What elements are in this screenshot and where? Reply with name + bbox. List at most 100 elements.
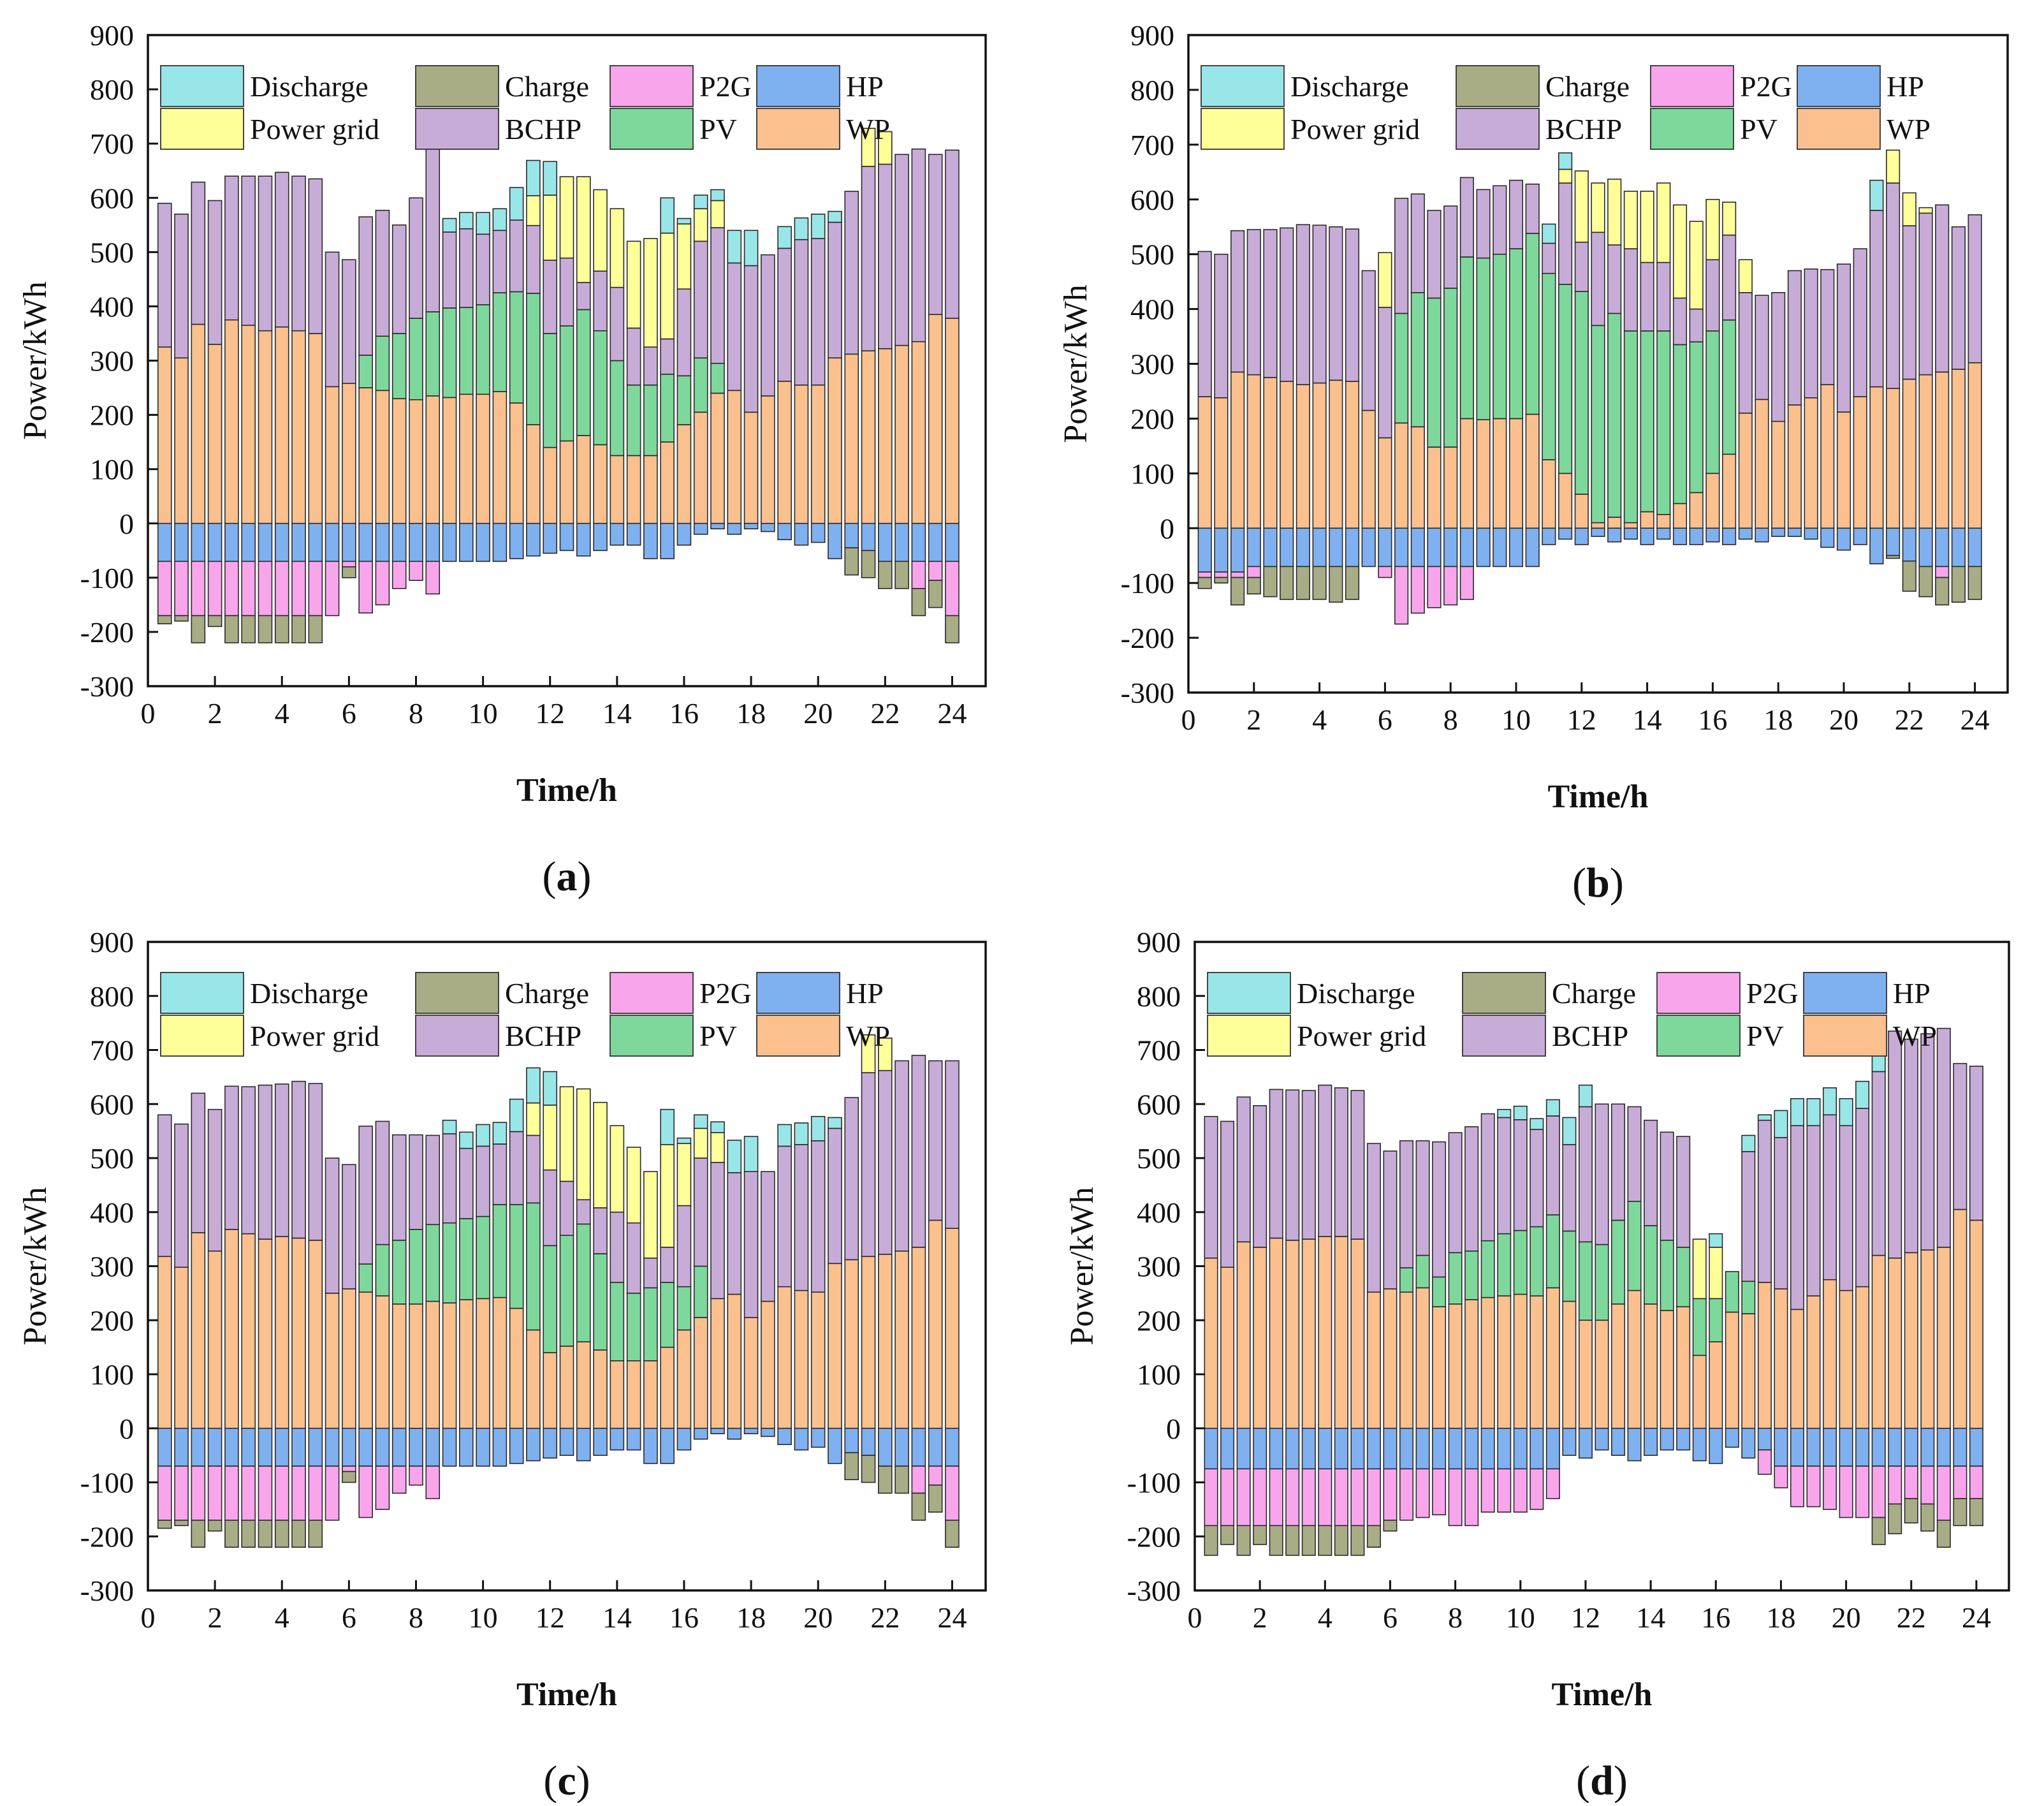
panel-label: (b): [1572, 860, 1624, 906]
bar-p2g-t11: [1545, 1468, 1560, 1499]
bar-wp-t20: [1836, 411, 1851, 529]
y-tick-label: 600: [1130, 184, 1174, 216]
bar-bchp-t11: [509, 1131, 524, 1205]
bar-p2g-t18.5: [1790, 1465, 1804, 1508]
bar-bchp-t10: [476, 233, 490, 305]
bar-bchp-t3.5: [1296, 224, 1310, 385]
legend-label-pv: PV: [699, 113, 737, 145]
bar-bchp-t11.5: [526, 1134, 541, 1204]
bar-wp-t14: [1640, 511, 1654, 529]
bar-bchp-t4: [274, 172, 289, 328]
bar-wp-t2.5: [224, 319, 239, 524]
bar-discharge-t19: [777, 1124, 792, 1147]
bar-p2g-t4.5: [291, 1465, 306, 1521]
bar-charge-t4.5: [291, 615, 306, 643]
legend: Discharge Charge P2G HP Power grid BCHP PV WP: [160, 65, 890, 150]
bar-wp-t2.5: [224, 1229, 239, 1429]
bar-wp-t21.5: [861, 1256, 876, 1429]
bar-bchp-t3: [1285, 1089, 1300, 1241]
bar-bchp-t2: [1246, 229, 1261, 376]
bar-wp-t8.5: [425, 1300, 441, 1429]
bar-hp-t7: [375, 522, 390, 562]
bar-bchp-t13: [576, 282, 591, 311]
bar-discharge-t21: [1871, 1055, 1886, 1073]
bar-hp-t20.5: [828, 522, 842, 559]
legend-label-pv: PV: [1740, 113, 1778, 145]
y-tick-label: 500: [1130, 239, 1174, 271]
bar-charge-t4: [1318, 1525, 1332, 1556]
legend-swatch-hp: [1797, 65, 1881, 107]
bar-wp-t10: [1513, 1293, 1528, 1429]
bar-hp-t9: [442, 1427, 457, 1467]
bar-hp-t9.5: [459, 522, 474, 562]
bar-hp-t20: [810, 522, 826, 543]
bar-wp-t10: [476, 393, 490, 524]
bar-bchp-t5: [1350, 1090, 1365, 1240]
bar-wp-t16.5: [1725, 1311, 1739, 1429]
bar-pv-t9.5: [459, 1218, 474, 1300]
bar-bchp-t12.5: [559, 1180, 574, 1236]
bar-wp-t9: [1480, 1296, 1495, 1429]
bar-power-grid-t15: [1672, 204, 1688, 299]
bar-hp-t15: [643, 1427, 658, 1464]
bar-hp-t15.5: [660, 1427, 675, 1464]
bar-bchp-t11.5: [1562, 1144, 1577, 1232]
bar-power-grid-t12: [1574, 170, 1589, 243]
panel-label-close: ): [578, 853, 592, 900]
x-axis-title: Time/h: [516, 1677, 617, 1713]
bar-bchp-t6.5: [358, 1126, 373, 1265]
legend-label-hp: HP: [846, 977, 884, 1009]
bar-bchp-t20.5: [828, 221, 842, 359]
bar-hp-t16: [1705, 527, 1720, 543]
bar-hp-t4: [1318, 1427, 1332, 1470]
bar-wp-t16: [1705, 473, 1720, 529]
bar-wp-t7: [1410, 426, 1425, 529]
bar-wp-t20: [810, 384, 826, 524]
bar-bchp-t19.5: [1823, 1114, 1837, 1281]
bar-pv-t12: [543, 1245, 558, 1353]
bar-discharge-t20: [810, 1115, 826, 1142]
bar-hp-t17.5: [1757, 1427, 1772, 1451]
x-tick-label: 0: [141, 1601, 156, 1634]
bar-charge-t21: [1871, 1516, 1886, 1545]
bar-bchp-t0.5: [157, 202, 172, 348]
bar-wp-t22: [1902, 378, 1916, 529]
bar-hp-t6: [342, 522, 356, 562]
bar-pv-t8: [1443, 288, 1458, 448]
bar-pv-t6.5: [1399, 1267, 1414, 1293]
x-tick-label: 10: [469, 697, 498, 730]
bar-power-grid-t11.5: [526, 1102, 541, 1136]
legend-label-pv: PV: [1746, 1020, 1784, 1052]
bar-bchp-t23: [1936, 1027, 1951, 1248]
legend-swatch-wp: [756, 108, 840, 150]
bar-wp-t13: [1611, 1303, 1626, 1429]
bar-charge-t3: [1285, 1525, 1300, 1556]
bar-hp-t14: [610, 1427, 625, 1451]
bar-wp-t12: [1574, 494, 1589, 529]
bar-wp-t14: [1644, 1303, 1658, 1429]
bar-wp-t3.5: [1301, 1238, 1316, 1429]
bar-discharge-t10.5: [492, 1122, 507, 1145]
bar-wp-t14.5: [626, 455, 641, 524]
bar-power-grid-t16: [1705, 198, 1720, 261]
bar-charge-t23.5: [1953, 1498, 1967, 1527]
legend-label-hp: HP: [1887, 70, 1924, 103]
bar-discharge-t12: [1578, 1084, 1593, 1108]
bar-hp-t1: [1220, 1427, 1235, 1470]
bar-power-grid-t13.5: [593, 1101, 608, 1208]
bar-bchp-t19: [777, 1145, 792, 1288]
bar-hp-t4: [274, 522, 289, 562]
bar-pv-t14: [1640, 330, 1654, 513]
bar-bchp-t2.5: [1263, 229, 1278, 378]
bar-wp-t2: [1253, 1247, 1267, 1429]
bar-hp-t24: [945, 1427, 960, 1467]
bar-charge-t21.5: [1886, 555, 1901, 559]
bar-power-grid-t16.5: [1722, 202, 1737, 236]
legend-swatch-hp: [756, 65, 840, 107]
bar-bchp-t2: [207, 200, 223, 345]
bar-pv-t15: [643, 1287, 658, 1362]
bar-bchp-t18.5: [761, 254, 775, 397]
bar-bchp-t9.5: [459, 1147, 474, 1219]
bar-p2g-t3: [1285, 1468, 1300, 1527]
bar-wp-t13.5: [593, 1349, 608, 1429]
